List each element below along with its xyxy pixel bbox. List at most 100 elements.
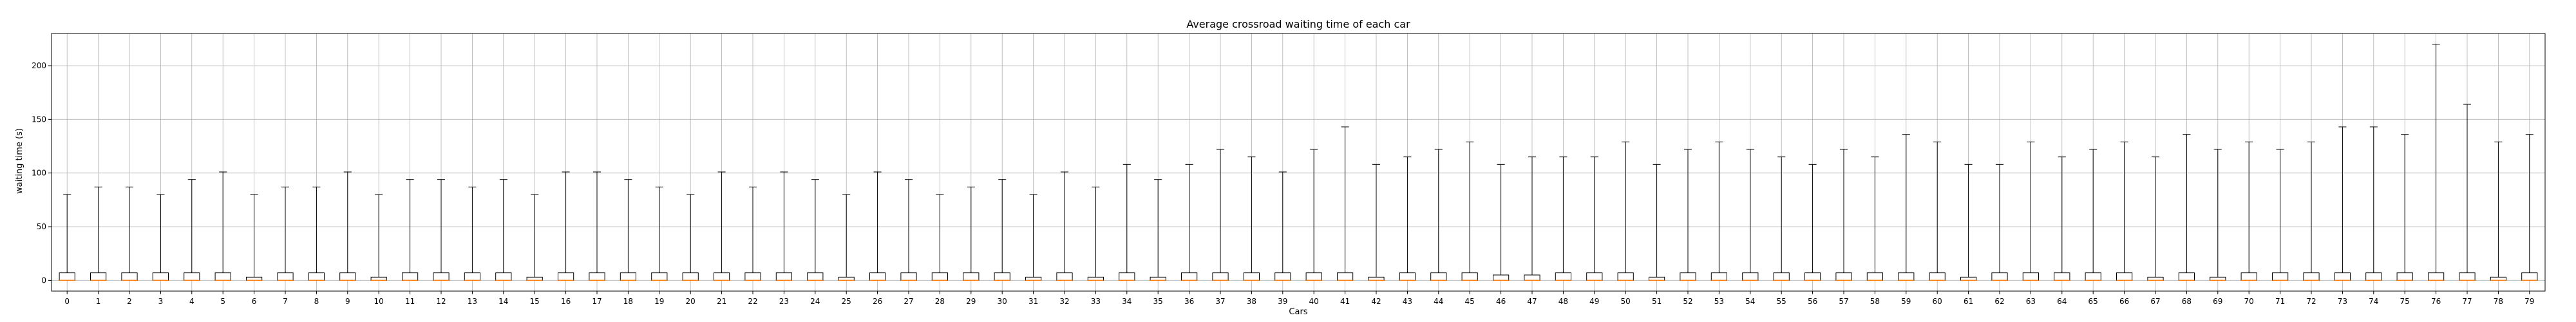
iqr-box — [2085, 272, 2101, 281]
iqr-box — [2303, 272, 2320, 281]
plot-frame — [51, 33, 2546, 292]
x-tick-label: 11 — [405, 297, 415, 306]
box-50 — [1617, 141, 1634, 281]
iqr-box — [1337, 272, 1354, 281]
x-tick-label: 41 — [1340, 297, 1350, 306]
box-2 — [121, 186, 138, 281]
x-tick-label: 43 — [1403, 297, 1412, 306]
box-76 — [2428, 44, 2445, 281]
iqr-box — [931, 272, 949, 281]
y-tick-label: 0 — [41, 276, 46, 285]
iqr-box — [121, 272, 138, 281]
iqr-box — [1617, 272, 1634, 281]
iqr-box — [1804, 272, 1821, 281]
box-43 — [1399, 156, 1416, 281]
iqr-box — [1181, 272, 1198, 281]
y-tick-label: 100 — [32, 169, 46, 178]
iqr-box — [2272, 272, 2289, 281]
box-26 — [869, 171, 886, 281]
box-54 — [1742, 149, 1759, 281]
iqr-box — [1555, 272, 1572, 281]
x-tick-label: 60 — [1933, 297, 1942, 306]
iqr-box — [558, 272, 574, 281]
box-25 — [838, 194, 855, 281]
x-tick-label: 30 — [998, 297, 1007, 306]
x-tick-label: 65 — [2088, 297, 2098, 306]
box-60 — [1929, 141, 1946, 281]
box-0 — [59, 194, 75, 281]
iqr-box — [589, 272, 605, 281]
x-tick-label: 4 — [189, 297, 194, 306]
iqr-box — [402, 272, 419, 281]
box-40 — [1305, 149, 1322, 281]
box-46 — [1493, 164, 1510, 281]
x-tick-label: 21 — [717, 297, 726, 306]
box-31 — [1025, 194, 1042, 281]
box-59 — [1898, 134, 1915, 281]
box-24 — [807, 179, 824, 281]
box-20 — [682, 194, 699, 281]
iqr-box — [744, 272, 761, 281]
box-39 — [1274, 171, 1291, 281]
box-66 — [2116, 141, 2133, 281]
iqr-box — [1524, 274, 1540, 281]
iqr-box — [2240, 272, 2257, 281]
iqr-box — [682, 272, 699, 281]
x-axis-label: Cars — [1289, 307, 1307, 317]
x-tick-label: 63 — [2026, 297, 2036, 306]
iqr-box — [807, 272, 824, 281]
box-42 — [1368, 164, 1385, 281]
box-12 — [433, 179, 450, 281]
box-67 — [2147, 156, 2164, 281]
iqr-box — [1773, 272, 1790, 281]
iqr-box — [1710, 272, 1728, 281]
iqr-box — [1461, 272, 1478, 281]
x-tick-label: 17 — [592, 297, 601, 306]
box-77 — [2459, 104, 2476, 281]
iqr-box — [1866, 272, 1884, 281]
box-4 — [184, 179, 200, 281]
iqr-box — [2459, 272, 2476, 281]
x-tick-label: 61 — [1964, 297, 1973, 306]
x-tick-label: 35 — [1153, 297, 1163, 306]
x-tick-label: 64 — [2057, 297, 2067, 306]
x-tick-label: 29 — [966, 297, 976, 306]
x-tick-label: 10 — [374, 297, 384, 306]
iqr-box — [2116, 272, 2133, 281]
box-57 — [1835, 149, 1852, 281]
box-70 — [2240, 141, 2257, 281]
box-6 — [246, 194, 263, 281]
box-11 — [402, 179, 419, 281]
x-tick-label: 31 — [1028, 297, 1038, 306]
box-49 — [1586, 156, 1603, 281]
iqr-box — [869, 272, 886, 281]
x-tick-label: 16 — [561, 297, 571, 306]
iqr-box — [2428, 272, 2445, 281]
x-tick-label: 24 — [810, 297, 820, 306]
x-tick-label: 14 — [498, 297, 508, 306]
x-tick-label: 33 — [1091, 297, 1101, 306]
box-10 — [370, 194, 387, 281]
x-tick-label: 68 — [2182, 297, 2192, 306]
iqr-box — [1430, 272, 1447, 281]
box-47 — [1524, 156, 1540, 281]
iqr-box — [1212, 272, 1229, 281]
box-27 — [900, 179, 917, 281]
box-78 — [2490, 141, 2507, 281]
box-65 — [2085, 149, 2101, 281]
box-55 — [1773, 156, 1790, 281]
box-3 — [152, 194, 169, 281]
y-axis-label: waiting time (s) — [15, 128, 24, 194]
x-tick-label: 67 — [2150, 297, 2160, 306]
x-tick-label: 6 — [252, 297, 257, 306]
box-58 — [1866, 156, 1884, 281]
iqr-box — [1243, 272, 1260, 281]
x-tick-label: 46 — [1496, 297, 1506, 306]
iqr-box — [1586, 272, 1603, 281]
iqr-box — [1929, 272, 1946, 281]
iqr-box — [184, 272, 200, 281]
x-tick-label: 32 — [1059, 297, 1069, 306]
x-tick-label: 5 — [220, 297, 225, 306]
x-tick-label: 74 — [2369, 297, 2378, 306]
